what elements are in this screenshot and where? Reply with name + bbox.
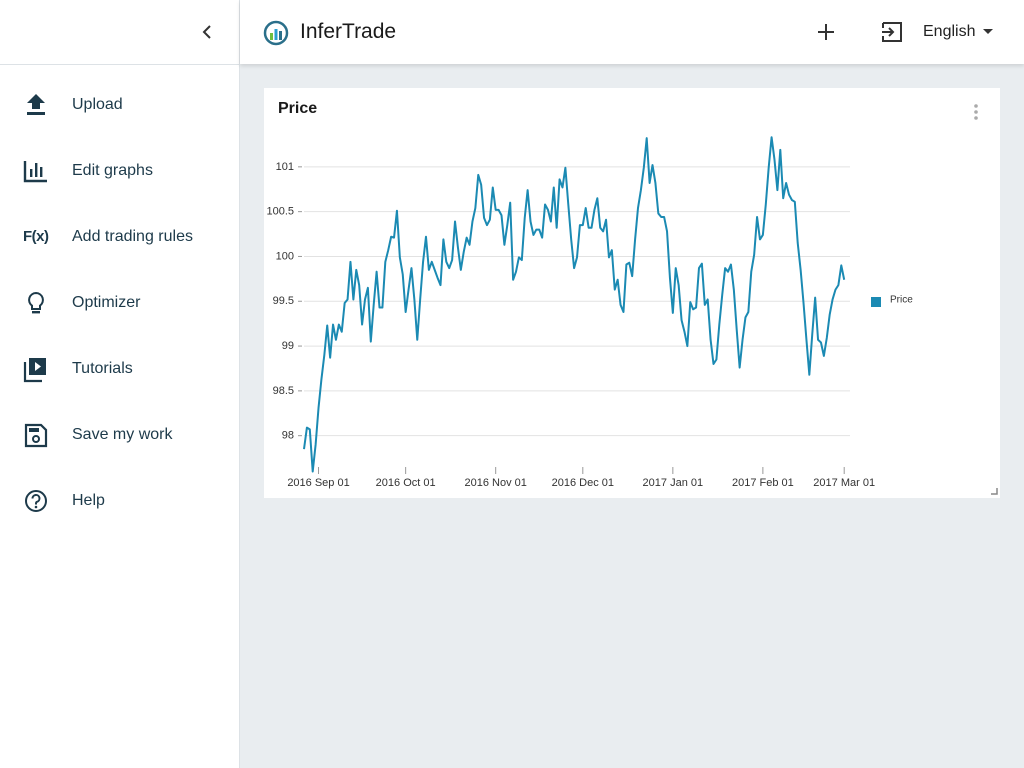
legend-label: Price xyxy=(890,295,913,306)
legend-swatch xyxy=(871,297,881,307)
nav-optimizer[interactable]: Optimizer xyxy=(0,283,239,323)
nav-label: Add trading rules xyxy=(72,228,193,245)
chart-card: Price 98 98.5 99 99.5 100 100.5 101 2016 Sep 01… xyxy=(264,88,1000,498)
nav-label: Edit graphs xyxy=(72,162,153,179)
icon-text: F(x) xyxy=(23,228,49,245)
nav-tutorials[interactable]: Tutorials xyxy=(0,349,239,389)
logo xyxy=(263,20,289,46)
collapse-button[interactable] xyxy=(198,22,218,42)
x-tick-label: 2017 Feb 01 xyxy=(732,477,794,489)
chart-title: Price xyxy=(278,100,317,117)
nav-label: Save my work xyxy=(72,426,173,443)
x-tick-label: 2016 Oct 01 xyxy=(376,477,436,489)
y-tick-label: 98.5 xyxy=(273,385,294,397)
nav-edit-graphs[interactable]: Edit graphs xyxy=(0,151,239,191)
icon xyxy=(27,94,45,115)
chart: Price 98 98.5 99 99.5 100 100.5 101 2016 Sep 01… xyxy=(266,100,998,495)
nav-upload[interactable]: Upload xyxy=(0,85,239,125)
nav-label: Tutorials xyxy=(72,360,133,377)
menu-button[interactable] xyxy=(974,104,978,120)
y-tick-label: 100 xyxy=(276,250,294,262)
dropdown-caret[interactable] xyxy=(982,28,994,36)
nav-label: Optimizer xyxy=(72,294,141,311)
nav-help[interactable]: Help xyxy=(0,481,239,521)
icon xyxy=(23,161,47,183)
sidebar: Upload Edit graphs F(x) Add trading rule… xyxy=(0,0,240,768)
icon xyxy=(28,291,44,314)
nav-label: Upload xyxy=(72,96,123,113)
icon xyxy=(24,423,48,448)
nav-label: Help xyxy=(72,492,105,509)
x-tick-label: 2017 Mar 01 xyxy=(813,477,875,489)
nav-save[interactable]: Save my work xyxy=(0,415,239,455)
language-select[interactable]: English xyxy=(923,23,976,40)
y-tick-label: 99.5 xyxy=(273,295,294,307)
y-tick-label: 101 xyxy=(276,161,294,173)
x-tick-label: 2016 Sep 01 xyxy=(287,477,349,489)
x-tick-label: 2017 Jan 01 xyxy=(643,477,704,489)
add-button[interactable] xyxy=(816,22,836,42)
y-tick-label: 99 xyxy=(282,340,294,352)
resize-handle[interactable] xyxy=(991,488,998,495)
nav-trading-rules[interactable]: F(x) Add trading rules xyxy=(0,217,239,257)
x-tick-label: 2016 Dec 01 xyxy=(552,477,614,489)
logout-button[interactable] xyxy=(881,21,903,43)
icon xyxy=(25,490,47,512)
brand: InferTrade xyxy=(300,20,397,43)
x-tick-label: 2016 Nov 01 xyxy=(464,477,526,489)
header: InferTrade English xyxy=(240,0,1024,64)
y-tick-label: 100.5 xyxy=(266,206,294,218)
sidebar-top xyxy=(0,0,239,65)
icon xyxy=(23,358,46,383)
y-tick-label: 98 xyxy=(282,430,294,442)
price-line xyxy=(303,136,846,473)
